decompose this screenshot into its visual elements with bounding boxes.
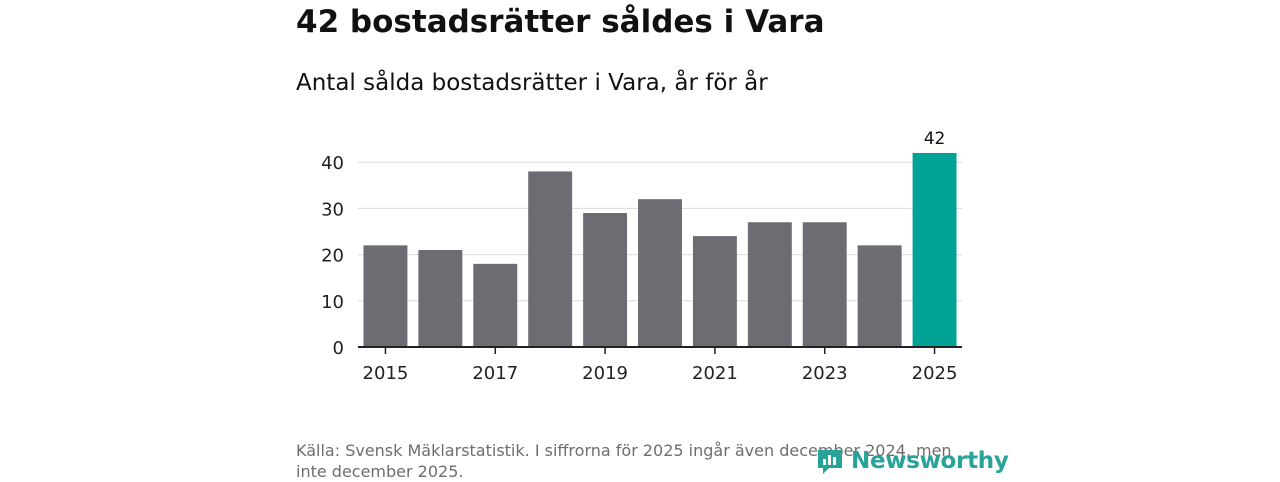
bar-2023 [802,222,847,347]
y-tick-label: 0 [333,338,344,359]
bar-2024 [857,245,902,347]
bar-2021 [692,236,737,347]
bar-2015 [363,245,408,347]
source-note: Källa: Svensk Mäklarstatistik. I siffror… [296,441,952,481]
data-labels: 42 [924,129,946,149]
logo-text: Newsworthy [851,448,1009,474]
bar-2019 [583,213,628,347]
newsworthy-logo-icon [818,450,842,474]
bar-2022 [747,222,792,347]
bar-2020 [638,199,682,347]
data-label-2025: 42 [924,129,946,149]
x-tick-label: 2021 [692,363,738,384]
y-tick-label: 20 [321,246,344,267]
bars [363,152,957,347]
bar-chart: 42 0 10 20 30 40 2015 2017 2019 2021 2023 2025 [321,129,962,384]
x-tick-label: 2025 [912,363,958,384]
newsworthy-logo: Newsworthy [815,445,1009,477]
x-tick-label: 2015 [363,363,409,384]
y-tick-label: 10 [321,292,344,313]
axes: 0 10 20 30 40 2015 2017 2019 2021 2023 2025 [321,153,962,384]
y-tick-label: 30 [321,199,344,220]
chart-subtitle: Antal sålda bostadsrätter i Vara, år för… [296,70,768,96]
x-tick-label: 2023 [802,363,848,384]
chart-title: 42 bostadsrätter såldes i Vara [296,4,825,40]
bar-2018 [528,171,573,347]
y-tick-label: 40 [321,153,344,174]
bar-2016 [418,249,463,347]
bar-2025 [912,152,957,347]
x-tick-label: 2017 [472,363,518,384]
bar-2017 [473,263,518,347]
x-tick-label: 2019 [582,363,628,384]
